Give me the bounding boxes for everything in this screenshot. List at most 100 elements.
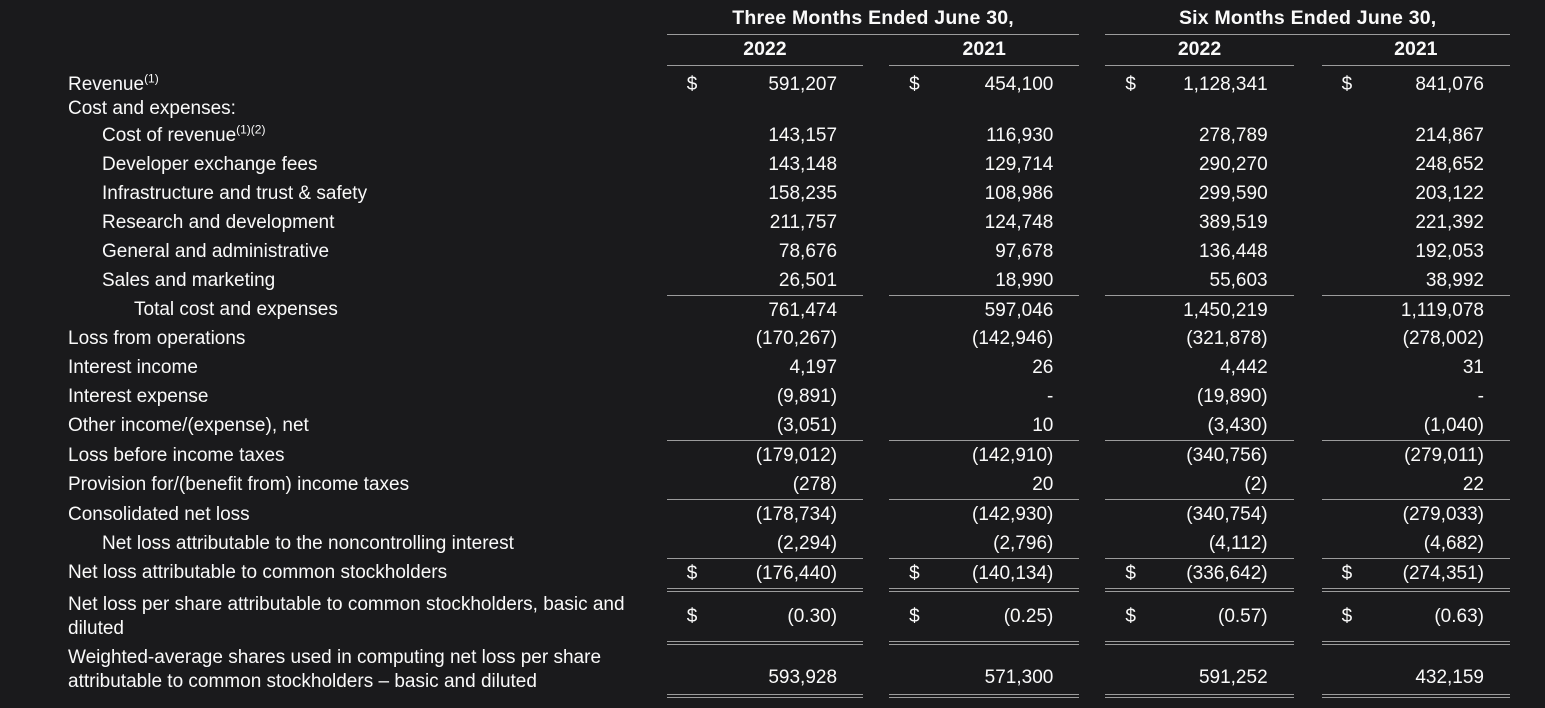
value-cell: (1,040) (1321, 411, 1510, 442)
value-cell: 214,867 (1322, 121, 1510, 150)
column-spacer (863, 500, 889, 529)
amount: (0.63) (1434, 605, 1484, 627)
header-year-row: 2022 2021 2022 2021 (68, 34, 1510, 66)
amount: 18,990 (995, 269, 1054, 291)
value-cell: 26,501 (666, 265, 864, 296)
table-row: Interest income 4,197 26 4,442 31 (68, 353, 1510, 382)
amount: 454,100 (984, 74, 1054, 95)
amount: 1,128,341 (1183, 74, 1268, 95)
value-cell (889, 97, 1079, 121)
amount: (142,910) (972, 445, 1054, 467)
currency-symbol: $ (1125, 562, 1136, 584)
row-label: General and administrative (102, 240, 330, 262)
column-spacer (863, 382, 889, 411)
column-spacer (863, 150, 889, 179)
column-spacer (1079, 121, 1105, 150)
value-cell: $ (176,440) (666, 558, 864, 592)
amount: (178,734) (755, 504, 838, 526)
value-cell: $ (0.63) (1321, 589, 1510, 645)
value-cell: 116,930 (889, 121, 1079, 150)
value-cell: $ (336,642) (1105, 558, 1294, 592)
amount: (278,002) (1402, 328, 1484, 350)
column-spacer (863, 208, 889, 237)
column-spacer (1079, 441, 1105, 470)
amount: (278) (792, 474, 838, 496)
currency-symbol: $ (909, 74, 920, 95)
value-cell: 211,757 (667, 208, 863, 237)
row-label: Sales and marketing (102, 269, 276, 291)
value-cell: (170,267) (667, 324, 863, 353)
column-year-3mo-2021: 2021 (889, 34, 1080, 66)
amount: 203,122 (1415, 182, 1484, 204)
amount: (142,930) (972, 504, 1054, 526)
table-row: Research and development 211,757 124,748 38… (68, 208, 1510, 237)
amount: 108,986 (984, 182, 1054, 204)
value-cell: 31 (1322, 353, 1510, 382)
label-column-header (68, 5, 667, 35)
table-row: Developer exchange fees 143,148 129,714 290… (68, 150, 1510, 179)
column-spacer (863, 529, 889, 558)
value-cell: $841,076 (1322, 66, 1510, 97)
amount: (1,040) (1423, 415, 1484, 437)
table-header: Three Months Ended June 30, Six Months E… (68, 5, 1510, 66)
table-body: Revenue(1) $591,207 $454,100 $1,128,341 $841… (68, 66, 1510, 698)
value-cell: 4,442 (1105, 353, 1293, 382)
amount: 78,676 (778, 240, 838, 262)
amount: (4,112) (1208, 533, 1268, 554)
amount: (142,946) (972, 328, 1054, 350)
amount: 432,159 (1415, 666, 1484, 688)
amount: 221,392 (1415, 211, 1484, 233)
column-spacer (1294, 558, 1322, 589)
table-row: Net loss attributable to common stockhol… (68, 558, 1510, 592)
column-year-6mo-2022: 2022 (1105, 34, 1294, 66)
value-cell: 597,046 (889, 295, 1079, 324)
currency-symbol: $ (686, 74, 698, 95)
value-cell: 158,235 (667, 179, 863, 208)
column-spacer (863, 643, 889, 696)
column-spacer (863, 558, 889, 589)
row-label: Provision for/(benefit from) income taxe… (68, 474, 410, 496)
value-cell: 761,474 (667, 295, 863, 324)
value-cell: $ (0.25) (889, 589, 1080, 645)
column-spacer (1294, 66, 1322, 97)
table-row: Loss before income taxes (179,012) (142,91… (68, 441, 1510, 470)
row-label: Total cost and expenses (134, 299, 338, 320)
currency-symbol: $ (1125, 605, 1136, 627)
amount: 192,053 (1415, 240, 1484, 262)
value-cell: (142,910) (889, 441, 1079, 470)
table-row: Net loss per share attributable to commo… (68, 589, 1510, 645)
currency-symbol: $ (686, 562, 698, 584)
value-cell: (9,891) (667, 382, 863, 411)
table-row: Revenue(1) $591,207 $454,100 $1,128,341 $841… (68, 66, 1510, 97)
amount: 143,157 (768, 124, 838, 146)
amount: (2) (1244, 474, 1268, 496)
label-column-header (68, 35, 667, 66)
amount: (0.57) (1218, 605, 1268, 627)
row-label: Interest expense (68, 386, 209, 408)
column-spacer (863, 35, 889, 66)
row-label: Interest income (68, 357, 198, 379)
column-spacer (1294, 382, 1322, 411)
column-group-six-months: Six Months Ended June 30, (1105, 5, 1510, 35)
value-cell: 124,748 (889, 208, 1079, 237)
table-row: Sales and marketing 26,501 18,990 55,603 38,… (68, 265, 1510, 296)
amount: - (1047, 386, 1054, 408)
value-cell: (178,734) (667, 500, 863, 529)
column-spacer (863, 324, 889, 353)
value-cell: - (889, 382, 1079, 411)
amount: 299,590 (1198, 182, 1268, 204)
value-cell (667, 97, 863, 121)
amount: 761,474 (768, 299, 838, 321)
column-year-6mo-2021: 2021 (1321, 34, 1510, 66)
row-label: Loss from operations (68, 328, 246, 350)
amount: 4,442 (1220, 357, 1268, 379)
income-statement-table: Three Months Ended June 30, Six Months E… (68, 5, 1510, 698)
value-cell: 38,992 (1321, 265, 1510, 296)
column-spacer (1079, 558, 1105, 589)
table-row: Cost and expenses: (68, 97, 1510, 121)
value-cell: 203,122 (1322, 179, 1510, 208)
row-label: Cost and expenses: (68, 97, 236, 119)
value-cell: 432,159 (1321, 642, 1510, 698)
column-spacer (1294, 121, 1322, 150)
value-cell: $1,128,341 (1105, 66, 1293, 97)
